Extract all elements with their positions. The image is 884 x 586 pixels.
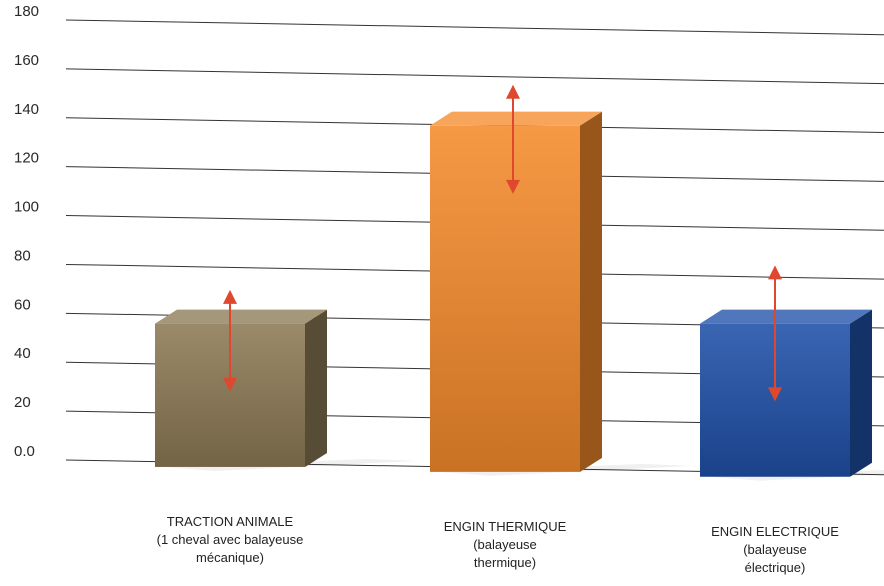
bar-top — [430, 111, 602, 126]
bar-top — [700, 309, 872, 324]
range-arrow-head-down — [506, 179, 520, 194]
range-arrow-head-up — [223, 289, 237, 304]
y-tick-label: 80 — [14, 247, 31, 264]
category-sublabel: thermique) — [474, 555, 536, 570]
range-arrow-head-up — [768, 265, 782, 280]
y-tick-label: 0.0 — [14, 443, 35, 460]
category-sublabel: (balayeuse — [473, 537, 537, 552]
bar-top — [155, 309, 327, 324]
category-sublabel: mécanique) — [196, 550, 264, 565]
category-label: ENGIN ELECTRIQUE — [711, 524, 839, 539]
range-arrow-head-up — [506, 84, 520, 99]
gridline — [65, 19, 884, 36]
category-sublabel: (balayeuse — [743, 542, 807, 557]
y-tick-label: 180 — [14, 3, 39, 20]
category-label: ENGIN THERMIQUE — [444, 519, 567, 534]
category-sublabel: (1 cheval avec balayeuse — [157, 532, 304, 547]
range-arrow-head-down — [223, 377, 237, 392]
category-sublabel: électrique) — [745, 560, 806, 575]
range-arrow-head-down — [768, 387, 782, 402]
bar-side — [850, 309, 872, 477]
y-tick-label: 140 — [14, 101, 39, 118]
y-tick-label: 60 — [14, 296, 31, 313]
gridline — [65, 68, 884, 85]
category-label: TRACTION ANIMALE — [167, 514, 294, 529]
bar-side — [580, 111, 602, 472]
y-tick-label: 20 — [14, 394, 31, 411]
bar-side — [305, 309, 327, 467]
y-tick-label: 40 — [14, 345, 31, 362]
y-tick-label: 120 — [14, 150, 39, 167]
bar — [430, 125, 580, 472]
y-tick-label: 100 — [14, 199, 39, 216]
y-tick-label: 160 — [14, 52, 39, 69]
